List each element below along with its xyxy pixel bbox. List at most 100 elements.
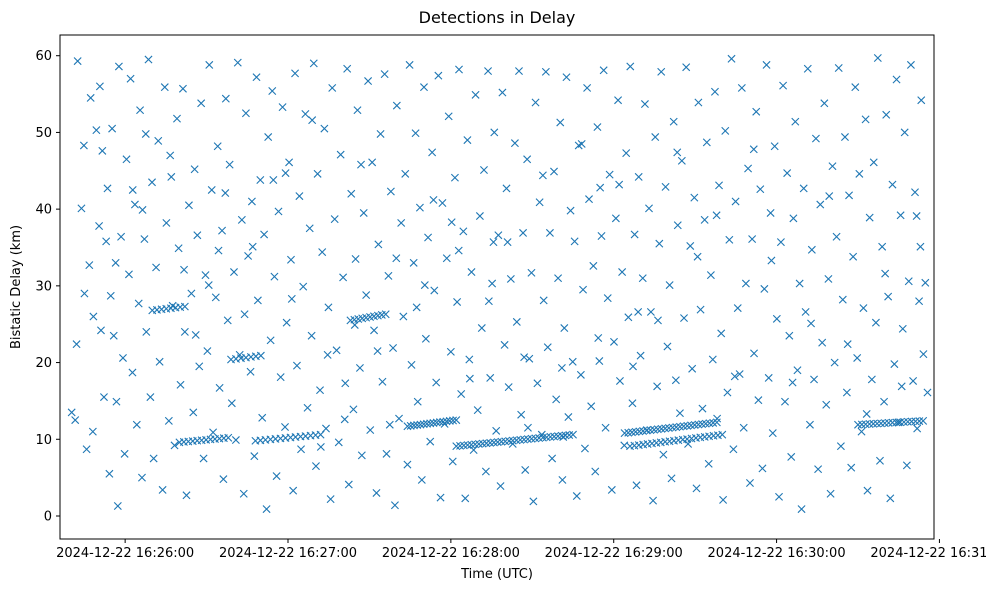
detection-point (754, 396, 763, 405)
detection-point (661, 182, 670, 191)
detection-point (546, 432, 555, 441)
detection-point (415, 203, 424, 212)
detection-point (450, 173, 459, 182)
detection-point (389, 343, 398, 352)
detection-point (457, 390, 466, 399)
detection-point (413, 421, 422, 429)
y-axis-ticks: 0 10 20 30 40 50 60 (35, 49, 60, 524)
detection-point (593, 123, 602, 132)
detection-point (105, 469, 114, 478)
detection-point (166, 151, 175, 160)
detection-point (849, 252, 858, 261)
detection-point (869, 158, 878, 167)
detection-point (805, 420, 814, 429)
detection-point (501, 437, 510, 446)
detection-point (374, 240, 383, 249)
detection-point (801, 307, 810, 316)
detection-point (128, 368, 137, 377)
detection-point (463, 441, 472, 450)
detection-point (211, 293, 220, 302)
detection-point (875, 456, 884, 465)
detection-point (897, 382, 906, 391)
detection-point (436, 418, 444, 427)
detection-point (401, 169, 410, 178)
detection-point (554, 274, 563, 283)
detection-point (646, 307, 655, 316)
detection-point (407, 360, 416, 369)
detection-point (240, 310, 249, 319)
detection-point (436, 493, 445, 502)
detection-point (731, 197, 740, 206)
detection-point (665, 281, 674, 290)
y-tick-label: 50 (35, 126, 52, 141)
detection-point (704, 459, 713, 468)
detection-point (741, 279, 750, 288)
detection-point (698, 404, 707, 413)
detection-point (285, 158, 294, 167)
detection-point (525, 354, 534, 363)
detection-point (308, 116, 317, 125)
detection-point (144, 55, 153, 64)
detection-point (332, 346, 341, 355)
detection-point (478, 439, 487, 448)
detection-point (258, 413, 267, 422)
detection-point (309, 59, 318, 68)
detection-point (892, 75, 901, 84)
detection-point (162, 218, 171, 227)
detection-point (845, 191, 854, 200)
detection-point (99, 393, 108, 402)
detection-point (520, 435, 529, 444)
detection-point (174, 244, 183, 253)
detection-point (645, 204, 653, 213)
detection-point (444, 112, 453, 121)
detection-point (172, 114, 181, 123)
detection-point (270, 272, 279, 281)
detection-point (368, 158, 377, 167)
detection-point (484, 67, 493, 76)
detection-point (675, 409, 684, 418)
detection-point (191, 330, 200, 339)
detection-point (268, 87, 277, 95)
detection-point (884, 292, 893, 301)
detection-point (399, 312, 408, 321)
detection-point (737, 83, 746, 92)
detection-point (282, 318, 291, 327)
detection-point (521, 465, 530, 474)
detection-point (422, 419, 431, 428)
detection-point (225, 160, 234, 169)
detection-point (752, 107, 761, 116)
y-tick-label: 10 (35, 433, 52, 448)
detection-point (303, 403, 312, 412)
detection-point (207, 185, 216, 194)
detection-point (671, 376, 680, 385)
detection-point (772, 314, 781, 323)
detection-point (886, 494, 895, 503)
detection-point (355, 363, 364, 372)
detection-point (108, 124, 117, 133)
detection-point (756, 185, 765, 194)
detection-point (745, 479, 754, 487)
detection-point (655, 239, 664, 248)
detection-point (455, 65, 463, 74)
detection-point (667, 474, 676, 483)
detection-point (264, 133, 273, 142)
detection-point (601, 423, 610, 432)
detection-point (481, 467, 490, 476)
detection-point (505, 436, 513, 445)
detection-point (89, 312, 98, 321)
detection-point (859, 304, 868, 313)
detection-point (246, 367, 255, 376)
detection-point (702, 138, 711, 147)
detection-point (603, 294, 612, 303)
detection-point (562, 73, 571, 82)
detection-point (432, 378, 441, 387)
detection-point (673, 221, 682, 230)
detection-point (461, 494, 470, 503)
detection-point (527, 434, 536, 443)
detection-point (680, 314, 689, 323)
detection-point (783, 169, 792, 178)
detection-point (899, 418, 908, 426)
detection-point (445, 416, 454, 425)
x-tick-label: 2024-12-22 16:26:00 (56, 546, 194, 561)
detection-point (256, 351, 265, 360)
